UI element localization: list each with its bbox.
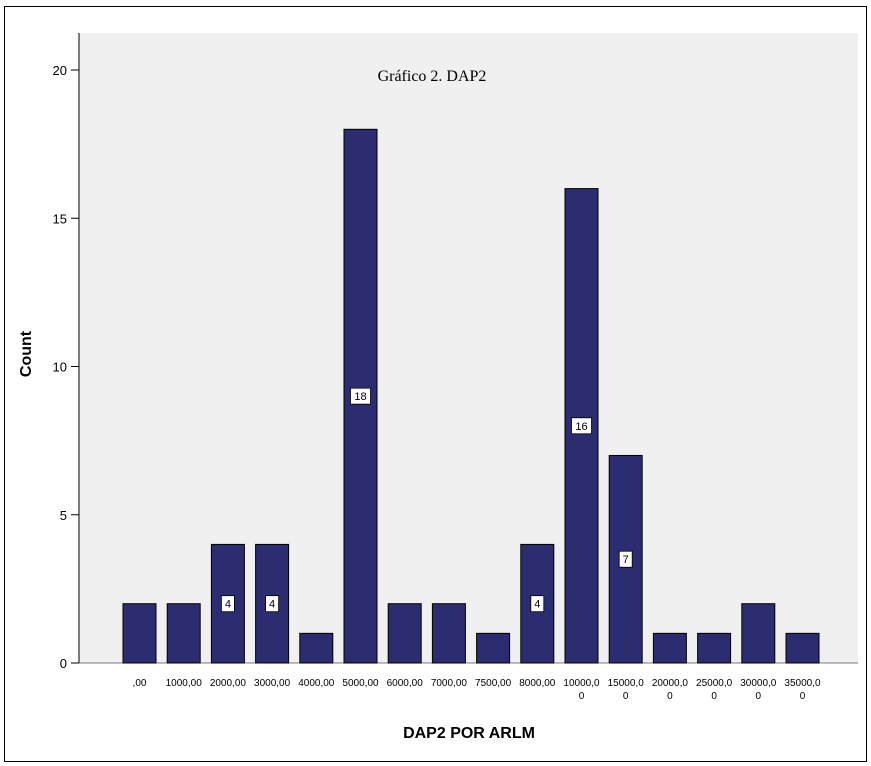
data-label-box	[571, 417, 592, 435]
data-label-box	[530, 595, 545, 613]
x-tick-label: 5000,00	[342, 678, 379, 689]
bar	[387, 603, 422, 664]
bar	[122, 603, 157, 664]
x-tick-label: 6000,00	[387, 678, 424, 689]
x-tick-label: 4000,00	[298, 678, 335, 689]
bar	[431, 603, 466, 664]
x-tick-label: 0	[667, 691, 673, 702]
x-tick-label: 0	[711, 691, 717, 702]
data-label: 4	[269, 599, 275, 611]
bar	[785, 632, 820, 664]
y-axis-label: Count	[18, 330, 35, 377]
x-tick-label: 8000,00	[519, 678, 556, 689]
data-label-box	[220, 595, 235, 613]
data-label: 4	[225, 599, 231, 611]
x-tick-label: 3000,00	[254, 678, 291, 689]
bars-group	[122, 128, 820, 664]
bar	[741, 603, 776, 664]
x-tick-label: ,00	[133, 678, 147, 689]
x-tick-label: 20000,0	[652, 678, 689, 689]
y-tick-label: 0	[60, 656, 67, 671]
x-tick-label: 0	[756, 691, 762, 702]
y-axis: 0 5 10 15 20	[53, 33, 858, 671]
plot-area	[79, 33, 858, 663]
data-label-box	[350, 387, 371, 405]
y-tick-label: 20	[53, 63, 67, 78]
x-axis: ,00 1000,00 2000,00 3000,00 4000,00 5000,00 60…	[133, 678, 821, 702]
data-labels-group: 4 4 18 4 16 7	[220, 387, 633, 613]
data-label: 7	[623, 554, 629, 566]
x-tick-label: 25000,0	[696, 678, 733, 689]
x-tick-label: 30000,0	[740, 678, 777, 689]
bar	[166, 603, 201, 664]
x-tick-label: 2000,00	[210, 678, 247, 689]
y-tick-label: 10	[53, 360, 67, 375]
x-tick-label: 0	[579, 691, 585, 702]
y-tick-label: 5	[60, 508, 67, 523]
x-tick-label: 7500,00	[475, 678, 512, 689]
y-tick-label: 15	[53, 211, 67, 226]
data-label: 18	[354, 391, 366, 403]
x-tick-label: 0	[800, 691, 806, 702]
x-tick-label: 1000,00	[166, 678, 203, 689]
bar	[476, 632, 511, 664]
x-tick-label: 15000,0	[608, 678, 645, 689]
bar	[299, 632, 334, 664]
data-label-box	[618, 550, 633, 568]
data-label: 16	[575, 421, 587, 433]
x-axis-label: DAP2 POR ARLM	[403, 725, 535, 742]
data-label: 4	[534, 599, 540, 611]
x-tick-label: 0	[623, 691, 629, 702]
data-label-box	[265, 595, 280, 613]
x-tick-label: 7000,00	[431, 678, 468, 689]
x-tick-label: 10000,0	[563, 678, 600, 689]
bar	[697, 632, 732, 664]
x-tick-label: 35000,0	[784, 678, 821, 689]
bar	[652, 632, 687, 664]
chart-title: Gráfico 2. DAP2	[378, 68, 487, 85]
